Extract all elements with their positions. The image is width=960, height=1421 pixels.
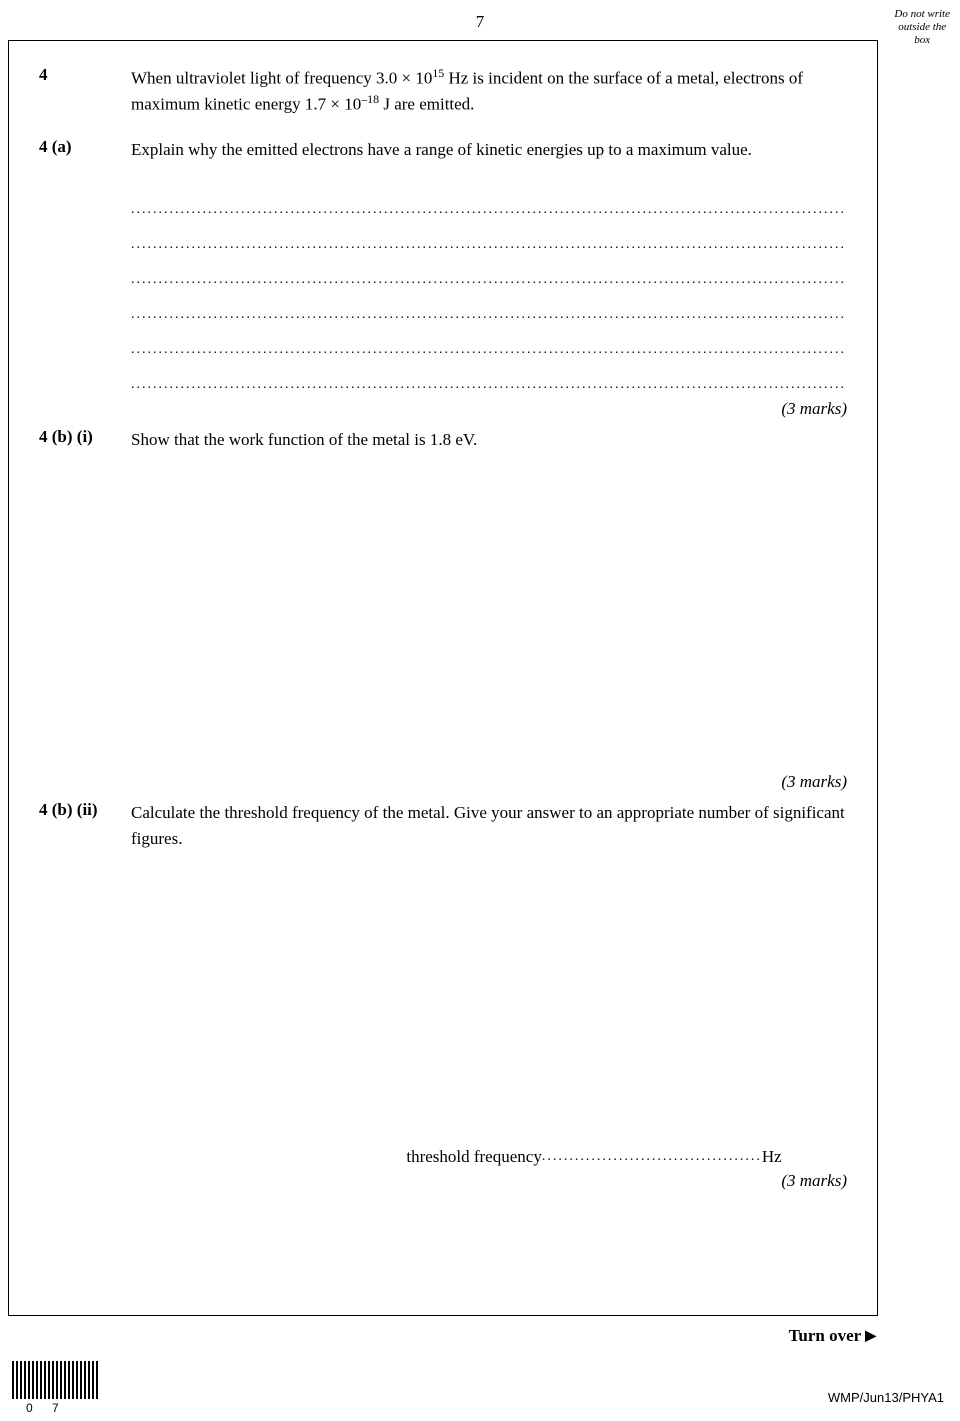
threshold-label: threshold frequency bbox=[406, 1147, 541, 1167]
question-4bi-label: 4 (b) (i) bbox=[39, 427, 131, 453]
workspace-4bi[interactable] bbox=[39, 458, 847, 768]
answer-line[interactable]: ........................................… bbox=[131, 220, 847, 255]
answer-lines-4a[interactable]: ........................................… bbox=[131, 185, 847, 395]
threshold-answer-field[interactable]: ........................................… bbox=[542, 1149, 762, 1167]
q4-text-pre: When ultraviolet light of frequency 3.0 … bbox=[131, 69, 432, 88]
marks-4bi: (3 marks) bbox=[39, 772, 847, 792]
q4-text-post: J are emitted. bbox=[379, 95, 474, 114]
turn-over-text: Turn over bbox=[789, 1326, 862, 1346]
question-4bii-text: Calculate the threshold frequency of the… bbox=[131, 800, 847, 851]
answer-line[interactable]: ........................................… bbox=[131, 360, 847, 395]
answer-line[interactable]: ........................................… bbox=[131, 185, 847, 220]
barcode bbox=[12, 1361, 100, 1399]
question-4a-label: 4 (a) bbox=[39, 137, 131, 163]
margin-note: Do not writeoutside thebox bbox=[894, 8, 950, 48]
answer-line[interactable]: ........................................… bbox=[131, 255, 847, 290]
answer-line[interactable]: ........................................… bbox=[131, 290, 847, 325]
workspace-4bii[interactable] bbox=[39, 857, 847, 1137]
threshold-answer-line: threshold frequency ....................… bbox=[131, 1147, 847, 1167]
footer-code: WMP/Jun13/PHYA1 bbox=[828, 1390, 944, 1405]
question-4bi: 4 (b) (i) Show that the work function of… bbox=[39, 427, 847, 453]
answer-line[interactable]: ........................................… bbox=[131, 325, 847, 360]
question-4bii: 4 (b) (ii) Calculate the threshold frequ… bbox=[39, 800, 847, 851]
marks-4a: (3 marks) bbox=[39, 399, 847, 419]
barcode-number: 0 7 bbox=[26, 1401, 67, 1415]
content-box: 4 When ultraviolet light of frequency 3.… bbox=[8, 40, 878, 1316]
marks-4bii: (3 marks) bbox=[39, 1171, 847, 1191]
question-4a-text: Explain why the emitted electrons have a… bbox=[131, 137, 847, 163]
question-4: 4 When ultraviolet light of frequency 3.… bbox=[39, 65, 847, 117]
turn-over: Turn over ▶ bbox=[789, 1326, 876, 1346]
q4-exp2: –18 bbox=[361, 92, 379, 106]
q4-exp1: 15 bbox=[432, 66, 444, 80]
question-4bii-label: 4 (b) (ii) bbox=[39, 800, 131, 851]
question-4bi-text: Show that the work function of the metal… bbox=[131, 427, 847, 453]
question-4-label: 4 bbox=[39, 65, 131, 117]
question-4-text: When ultraviolet light of frequency 3.0 … bbox=[131, 65, 847, 117]
turn-over-arrow-icon: ▶ bbox=[865, 1328, 876, 1345]
threshold-unit: Hz bbox=[762, 1147, 782, 1167]
page-number: 7 bbox=[476, 12, 485, 32]
question-4a: 4 (a) Explain why the emitted electrons … bbox=[39, 137, 847, 163]
